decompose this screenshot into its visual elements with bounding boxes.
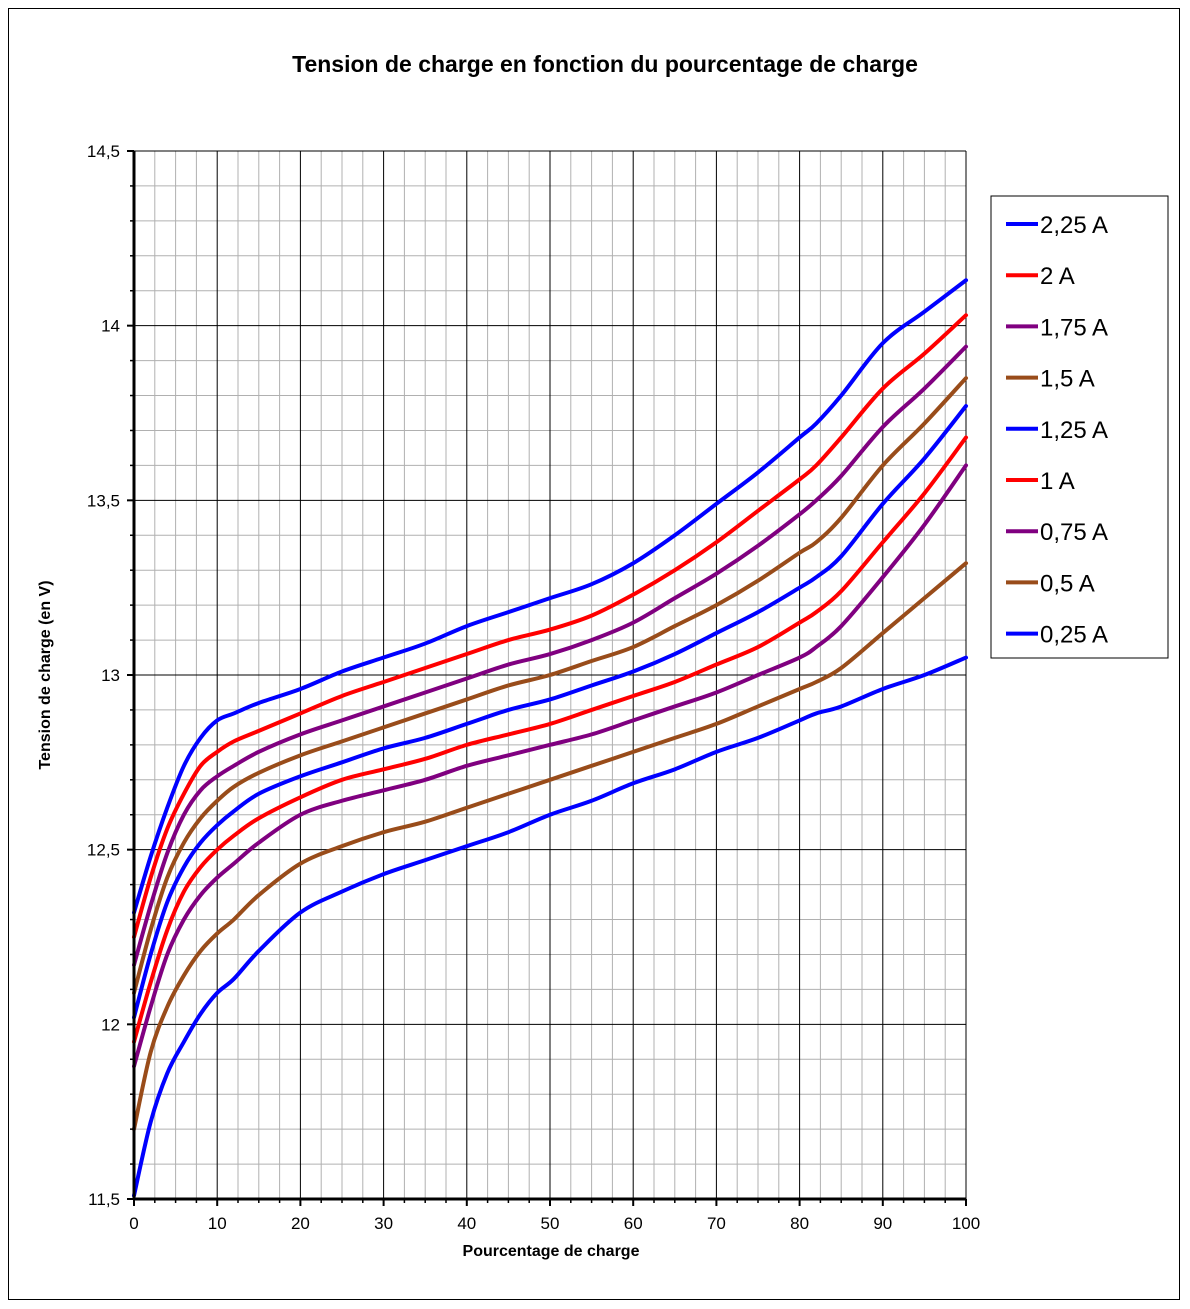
y-tick-label: 14	[101, 317, 120, 336]
x-tick-label: 10	[208, 1214, 227, 1233]
legend: 2,25 A 2 A 1,75 A 1,5 A 1,25 A 1 A 0,75 A 0,5 A…	[991, 196, 1168, 658]
x-axis-label: Pourcentage de charge	[463, 1243, 640, 1260]
legend-label-4: 1,25 A	[1040, 417, 1108, 444]
x-tick-label: 80	[790, 1214, 809, 1233]
chart-title: Tension de charge en fonction du pourcen…	[292, 51, 918, 77]
x-tick-label: 20	[291, 1214, 310, 1233]
y-tick-label: 13,5	[87, 491, 120, 510]
x-tick-label: 70	[707, 1214, 726, 1233]
x-tick-label: 30	[374, 1214, 393, 1233]
x-tick-label: 50	[541, 1214, 560, 1233]
legend-label-7: 0,5 A	[1040, 570, 1095, 597]
x-tick-label: 60	[624, 1214, 643, 1233]
x-tick-label: 0	[129, 1214, 138, 1233]
y-tick-label: 14,5	[87, 142, 120, 161]
y-axis-label: Tension de charge (en V)	[37, 580, 54, 769]
axes-layer: 0 10 20 30 40 50 60 70 80 90 100 11,5 12 12,5 13 13,5 14…	[87, 142, 980, 1233]
legend-label-2: 1,75 A	[1040, 314, 1108, 341]
legend-label-6: 0,75 A	[1040, 519, 1108, 546]
legend-label-5: 1 A	[1040, 468, 1075, 495]
legend-label-8: 0,25 A	[1040, 622, 1108, 649]
x-tick-label: 40	[457, 1214, 476, 1233]
y-tick-label: 12	[101, 1015, 120, 1034]
legend-label-1: 2 A	[1040, 263, 1075, 290]
legend-label-0: 2,25 A	[1040, 212, 1108, 239]
y-tick-label: 13	[101, 666, 120, 685]
y-tick-label: 12,5	[87, 841, 120, 860]
y-tick-label: 11,5	[88, 1190, 120, 1209]
x-tick-label: 90	[873, 1214, 892, 1233]
legend-label-3: 1,5 A	[1040, 366, 1095, 393]
x-tick-label: 100	[952, 1214, 980, 1233]
